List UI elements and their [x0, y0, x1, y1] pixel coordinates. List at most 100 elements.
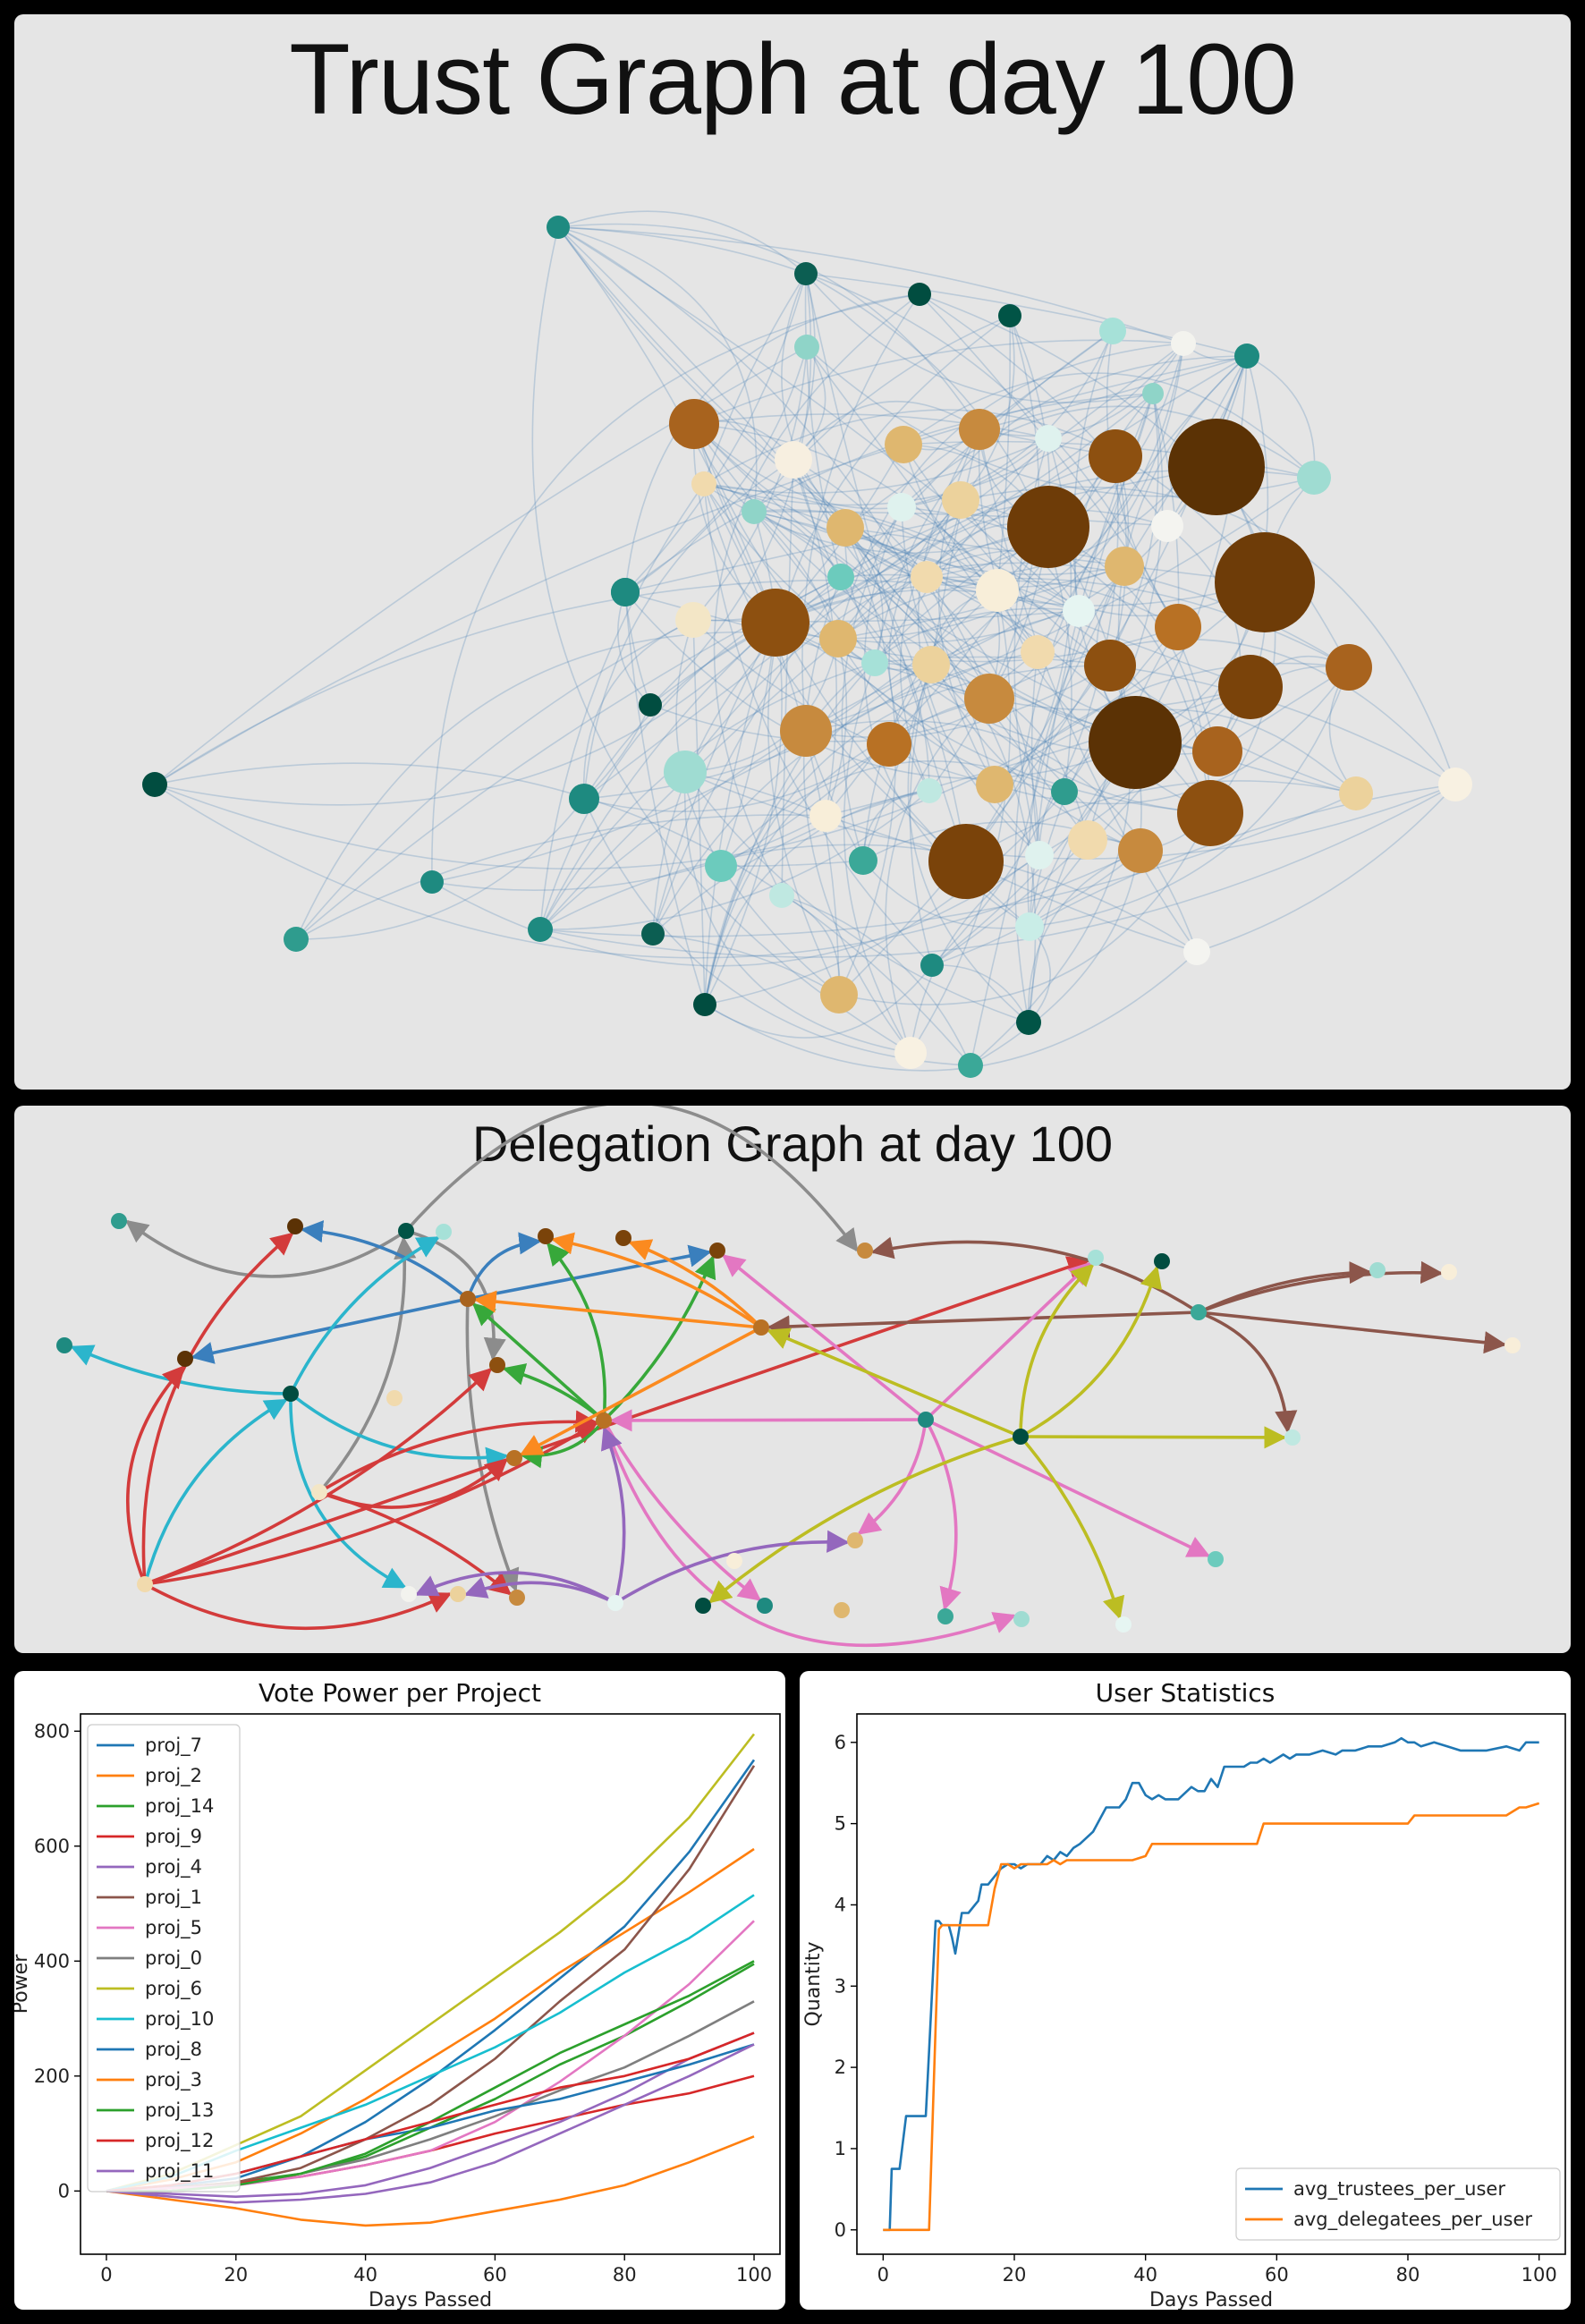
y-tick-label: 2 [835, 2057, 846, 2078]
delegation-edge [615, 1530, 850, 1605]
delegation-edge [600, 1426, 626, 1604]
trust-edge [652, 330, 1114, 935]
x-axis-label: Days Passed [1149, 2289, 1273, 2310]
delegation-graph-canvas [56, 1106, 1521, 1648]
trust-edge [684, 771, 1456, 860]
trust-edge [624, 393, 1154, 593]
trust-graph-canvas [142, 210, 1472, 1078]
delegation-edge [467, 1244, 712, 1301]
legend-label: proj_12 [145, 2130, 214, 2152]
legend-label: proj_9 [145, 1826, 202, 1848]
trust-edge [919, 293, 1168, 527]
trust-edge [692, 619, 996, 785]
trust-edge [931, 839, 1089, 966]
trust-node [1099, 318, 1126, 344]
trust-node [1192, 726, 1242, 776]
y-axis-label: Power [14, 1954, 32, 2014]
trust-edge [970, 526, 1132, 1066]
trust-node [1063, 595, 1095, 627]
delegation-node [1504, 1337, 1521, 1353]
trust-edge [720, 760, 1065, 867]
x-tick-label: 60 [1265, 2264, 1289, 2286]
trust-edge [154, 444, 904, 806]
trust-edge [713, 293, 920, 896]
trust-node [1021, 635, 1055, 669]
trust-node [894, 1037, 927, 1069]
series-line-avg_trustees_per_user [883, 1736, 1539, 2232]
y-tick-label: 600 [34, 1836, 70, 1857]
trust-node [964, 674, 1014, 724]
trust-node [641, 922, 665, 946]
trust-edge [805, 273, 1072, 793]
delegation-edge [519, 1419, 606, 1469]
trust-node [1297, 461, 1331, 495]
trust-edge [557, 210, 807, 275]
delegation-edge [125, 1364, 186, 1585]
vote-power-chart-title: Vote Power per Project [259, 1678, 541, 1708]
trust-node [1151, 510, 1183, 542]
trust-node [819, 620, 857, 657]
series-line-avg_delegatees_per_user [883, 1802, 1540, 2232]
delegation-edge [1019, 1435, 1125, 1620]
delegation-node [1208, 1551, 1224, 1567]
trust-node [547, 216, 570, 239]
trust-node [1016, 1010, 1041, 1035]
trust-node [958, 1053, 983, 1078]
trust-edge [1028, 850, 1141, 1023]
legend-label: proj_14 [145, 1795, 214, 1818]
trust-edge [704, 951, 1198, 1072]
trust-edge [539, 784, 1456, 958]
trust-edge [720, 865, 840, 996]
trust-node [1142, 383, 1164, 404]
delegation-node [436, 1224, 452, 1240]
x-tick-label: 80 [613, 2264, 637, 2286]
trust-node [1215, 532, 1315, 632]
plot-frame [80, 1713, 781, 2255]
series-line-proj_4 [106, 2031, 755, 2199]
y-tick-label: 5 [835, 1813, 846, 1835]
delegation-edge [602, 1420, 1017, 1648]
delegation-edge [318, 1457, 509, 1509]
delegation-edge [144, 1582, 453, 1631]
delegation-node [834, 1602, 850, 1618]
delegation-node [857, 1243, 873, 1259]
trust-edge [692, 346, 808, 621]
delegation-node [509, 1590, 525, 1606]
x-tick-label: 100 [1521, 2264, 1557, 2286]
trust-node [528, 917, 553, 942]
y-tick-label: 400 [34, 1950, 70, 1972]
trust-edge [693, 413, 1049, 439]
trust-node [885, 426, 922, 463]
trust-node [1035, 425, 1062, 452]
trust-graph-panel: Trust Graph at day 100 [14, 14, 1571, 1090]
delegation-edge [143, 1398, 288, 1585]
trust-node [976, 766, 1013, 803]
x-tick-label: 20 [224, 2264, 248, 2286]
delegation-edge [519, 1326, 762, 1456]
trust-edge [1246, 355, 1316, 479]
delegation-node [726, 1553, 742, 1569]
delegation-edge [300, 1220, 470, 1301]
delegation-node [1284, 1429, 1301, 1446]
trust-edge [692, 499, 962, 622]
trust-edge [874, 437, 1049, 664]
delegation-node [283, 1386, 299, 1402]
trust-node [849, 846, 877, 875]
delegation-node [287, 1218, 303, 1234]
delegation-edge [141, 1232, 294, 1585]
trust-edge [841, 506, 903, 861]
trust-edge [909, 664, 933, 966]
trust-edge [583, 743, 890, 812]
trust-edge [684, 771, 1030, 1023]
trust-node [1007, 486, 1089, 568]
plot-frame [856, 1713, 1566, 2255]
trust-edge [926, 576, 1141, 852]
y-axis-label: Quantity [802, 1941, 825, 2026]
legend-label: proj_4 [145, 1856, 202, 1879]
delegation-edge [602, 1420, 762, 1601]
trust-edge [431, 815, 826, 891]
delegation-edge [722, 1254, 928, 1421]
trust-edge [154, 762, 971, 1066]
trust-edge [805, 607, 1080, 732]
trust-edge [960, 315, 1015, 501]
